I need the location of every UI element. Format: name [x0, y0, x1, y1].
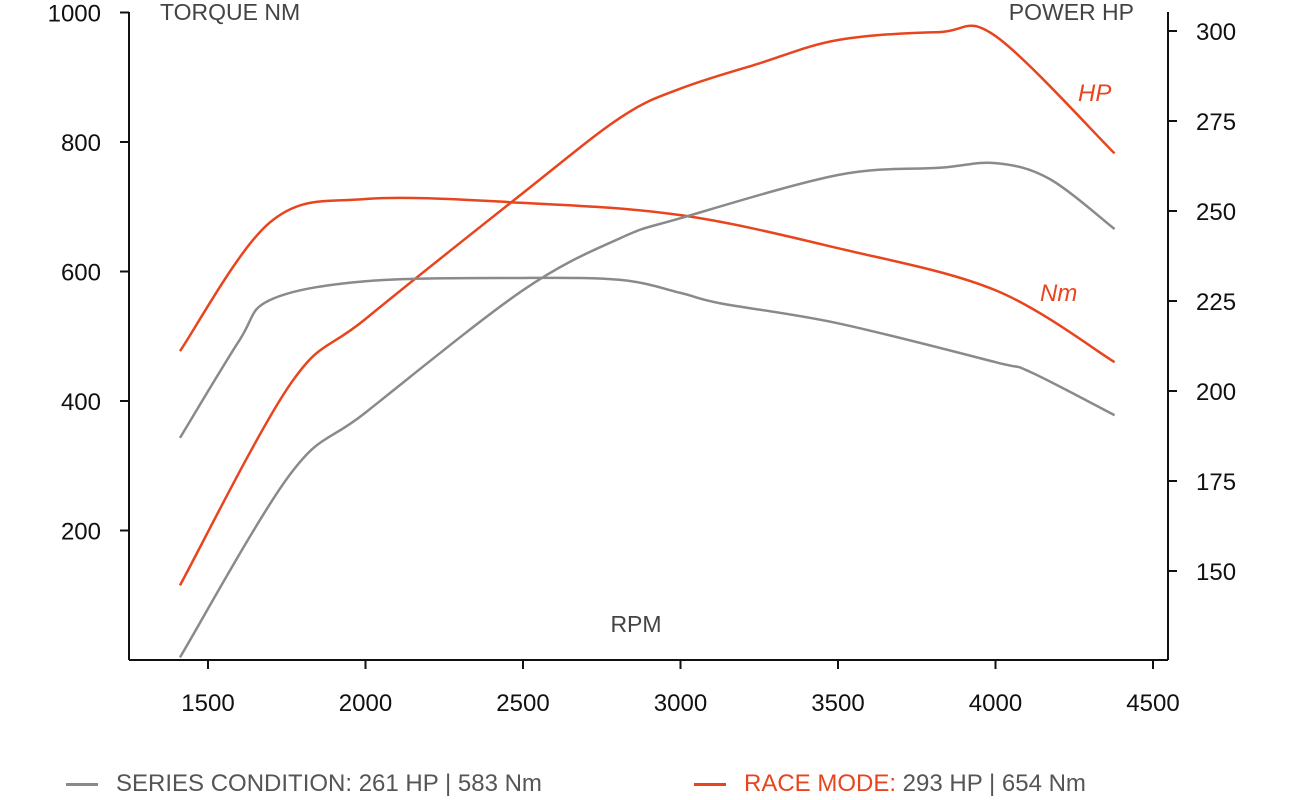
legend-series-label: SERIES CONDITION:	[116, 770, 353, 797]
left-axis-title: TORQUE NM	[160, 0, 300, 25]
x-tick-label: 4000	[969, 690, 1022, 717]
y-left-tick-label: 200	[61, 519, 101, 546]
curve-race-mode-nm	[178, 196, 1116, 364]
x-tick-label: 4500	[1126, 690, 1179, 717]
dyno-chart: 1500 2000 2500 3000 3500 4000 4500 200 400 600 800…	[48, 0, 1236, 717]
curve-series-condition-hp	[178, 161, 1116, 659]
y-left-tick-label: 800	[61, 130, 101, 157]
y-right-tick-label: 225	[1196, 289, 1236, 316]
y-left-tick-label: 1000	[48, 1, 101, 28]
y-left-tick-label: 400	[61, 389, 101, 416]
x-tick-label: 2500	[496, 690, 549, 717]
y-right-tick-label: 300	[1196, 19, 1236, 46]
x-tick-label: 1500	[181, 690, 234, 717]
y-right-tick-label: 275	[1196, 109, 1236, 136]
curve-label-hp: HP	[1078, 80, 1111, 107]
legend-race-value: 293 HP | 654 Nm	[896, 770, 1086, 797]
y-right-tick-label: 175	[1196, 469, 1236, 496]
right-axis-title: POWER HP	[1009, 0, 1134, 25]
legend-swatch-series	[66, 782, 98, 786]
y-right-tick-label: 200	[1196, 379, 1236, 406]
y-right-tick-label: 250	[1196, 199, 1236, 226]
y-left-tick-label: 600	[61, 260, 101, 287]
curve-series-condition-nm	[178, 276, 1116, 439]
legend-race: RACE MODE: 293 HP | 654 Nm	[694, 770, 1086, 798]
legend-race-label: RACE MODE:	[744, 770, 897, 797]
legend-series-value: 261 HP | 583 Nm	[352, 770, 542, 797]
x-tick-label: 2000	[339, 690, 392, 717]
x-tick-label: 3000	[654, 690, 707, 717]
x-tick-label: 3500	[811, 690, 864, 717]
curve-race-mode-hp	[178, 24, 1116, 587]
legend-series: SERIES CONDITION: 261 HP | 583 Nm	[66, 770, 542, 798]
legend-swatch-race	[694, 782, 726, 786]
x-axis-title: RPM	[610, 611, 661, 637]
curve-label-nm: Nm	[1040, 280, 1077, 307]
y-right-tick-label: 150	[1196, 559, 1236, 586]
